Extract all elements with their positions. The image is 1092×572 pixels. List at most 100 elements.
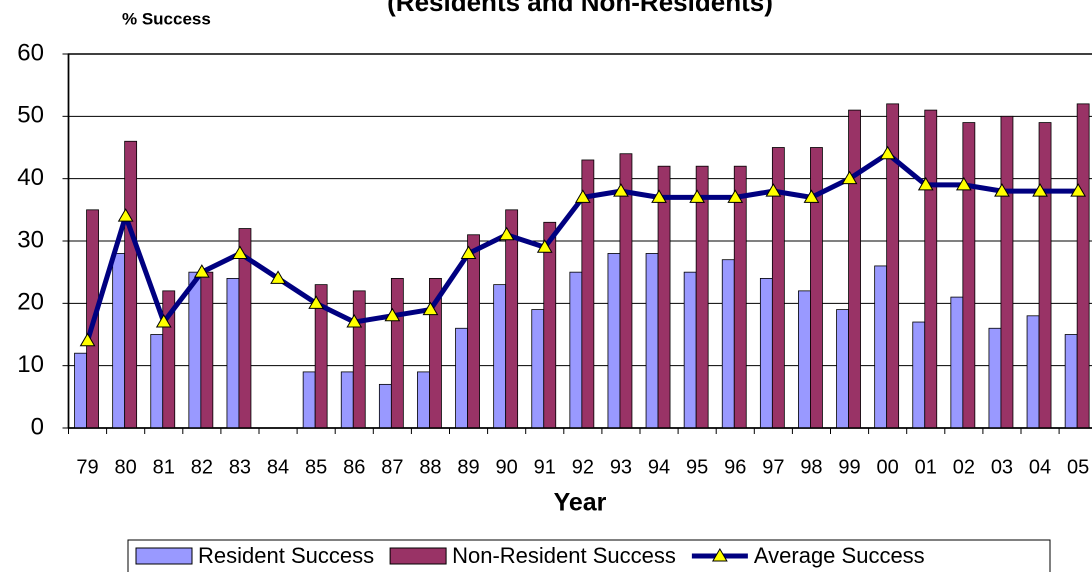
x-tick-label: 87 bbox=[381, 456, 403, 478]
line-marker bbox=[613, 183, 629, 197]
bar bbox=[531, 309, 545, 429]
bar bbox=[962, 122, 976, 429]
line-marker bbox=[879, 145, 896, 160]
y-tick-label: 10 bbox=[17, 351, 44, 378]
bar bbox=[836, 309, 849, 429]
x-tick-label: 98 bbox=[800, 456, 822, 478]
line-marker bbox=[917, 176, 934, 191]
x-tick-label: 91 bbox=[534, 456, 556, 478]
x-tick-label: 86 bbox=[343, 456, 365, 478]
bar bbox=[657, 165, 671, 429]
x-tick-label: 96 bbox=[724, 456, 746, 478]
y-tick-label: 50 bbox=[17, 102, 44, 129]
line-marker bbox=[765, 183, 782, 197]
bar bbox=[1038, 122, 1052, 429]
x-tick-label: 82 bbox=[191, 456, 213, 478]
bar bbox=[124, 140, 138, 429]
line-marker bbox=[689, 189, 706, 203]
bar bbox=[874, 265, 888, 429]
bar bbox=[988, 327, 1002, 429]
legend-box bbox=[127, 539, 1051, 572]
plot-border bbox=[67, 53, 1092, 429]
bar bbox=[733, 165, 747, 429]
line-marker bbox=[79, 332, 96, 347]
bar bbox=[1000, 115, 1014, 429]
line-marker bbox=[1032, 183, 1048, 197]
bar bbox=[340, 371, 354, 429]
bar bbox=[759, 277, 773, 429]
chart-title: (Residents and Non-Residents) bbox=[387, 0, 773, 17]
bar bbox=[950, 296, 964, 429]
bar bbox=[74, 352, 87, 429]
x-tick-label: 84 bbox=[267, 456, 289, 478]
line-marker bbox=[308, 295, 325, 309]
x-tick-label: 99 bbox=[838, 456, 860, 478]
bar bbox=[607, 253, 621, 429]
x-tick-label: 02 bbox=[953, 456, 975, 478]
line-marker bbox=[574, 189, 591, 203]
x-tick-label: 81 bbox=[153, 456, 175, 478]
bar bbox=[721, 259, 735, 429]
bar bbox=[505, 209, 519, 429]
bar bbox=[150, 334, 164, 429]
bar bbox=[912, 321, 926, 429]
line-marker bbox=[155, 314, 172, 328]
x-tick-label: 94 bbox=[648, 456, 670, 478]
bar bbox=[378, 383, 392, 429]
x-tick-label: 95 bbox=[686, 456, 708, 478]
bar bbox=[924, 109, 938, 429]
legend-swatch bbox=[389, 547, 447, 565]
y-tick-label: 30 bbox=[17, 226, 44, 253]
bar bbox=[390, 277, 404, 429]
line-marker bbox=[384, 307, 401, 322]
x-tick-label: 85 bbox=[305, 456, 327, 478]
line-marker bbox=[955, 176, 972, 191]
line-marker bbox=[536, 239, 553, 253]
legend-label: Non-Resident Success bbox=[452, 543, 676, 568]
x-tick-label: 79 bbox=[76, 456, 98, 478]
x-tick-label: 01 bbox=[915, 456, 937, 478]
bar bbox=[455, 327, 468, 429]
x-tick-label: 00 bbox=[877, 456, 899, 478]
bar bbox=[493, 284, 507, 429]
line-marker bbox=[193, 264, 210, 278]
x-tick-label: 83 bbox=[229, 456, 251, 478]
legend-label: Average Success bbox=[754, 543, 925, 568]
y-tick-label: 20 bbox=[17, 289, 44, 316]
line-marker bbox=[803, 189, 820, 203]
bar bbox=[417, 371, 430, 429]
line-marker bbox=[651, 189, 667, 203]
line-marker bbox=[117, 208, 134, 222]
x-tick-label: 92 bbox=[572, 456, 594, 478]
line-marker bbox=[422, 301, 439, 316]
bar bbox=[112, 253, 126, 429]
bar bbox=[200, 271, 214, 429]
bar bbox=[302, 371, 316, 429]
x-tick-label: 90 bbox=[496, 456, 518, 478]
legend-label: Resident Success bbox=[198, 543, 374, 568]
bar bbox=[848, 109, 861, 429]
legend-marker bbox=[712, 548, 728, 562]
x-tick-label: 97 bbox=[762, 456, 784, 478]
bar bbox=[798, 290, 811, 429]
bar bbox=[543, 221, 557, 429]
line-marker bbox=[1070, 183, 1087, 197]
bar bbox=[645, 253, 659, 429]
x-tick-label: 03 bbox=[991, 456, 1013, 478]
legend-swatch bbox=[135, 547, 193, 565]
line-marker bbox=[270, 270, 286, 284]
bar bbox=[188, 271, 202, 429]
legend: Resident Success Non-Resident Success Aver… bbox=[127, 539, 1051, 572]
line-marker bbox=[841, 170, 858, 185]
line-marker bbox=[994, 183, 1010, 197]
bar bbox=[1064, 334, 1078, 429]
bar bbox=[352, 290, 366, 429]
x-tick-label: 88 bbox=[419, 456, 441, 478]
x-tick-label: 93 bbox=[610, 456, 632, 478]
line-marker bbox=[727, 189, 744, 203]
x-tick-label: 05 bbox=[1067, 456, 1089, 478]
bar bbox=[569, 271, 583, 429]
bar bbox=[1026, 315, 1040, 429]
line-marker bbox=[498, 226, 515, 241]
